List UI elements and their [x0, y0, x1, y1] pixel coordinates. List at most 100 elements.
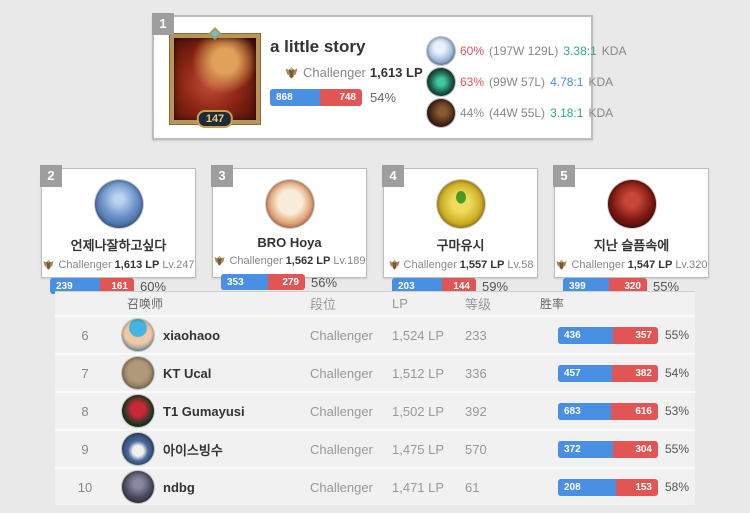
- winloss-bar: 436 357 55%: [540, 326, 695, 344]
- header-winrate: 胜率: [540, 297, 565, 311]
- lp-value: 1,547 LP: [627, 258, 673, 271]
- losses-bar: 616: [635, 405, 652, 417]
- winloss-bar: 203 144 59%: [392, 278, 529, 294]
- tier-label: Challenger: [58, 258, 112, 271]
- champion-1-icon: [427, 37, 455, 65]
- table-row[interactable]: 10 ndbg Challenger 1,471 LP 61 208 153 5…: [55, 467, 695, 505]
- player-name[interactable]: KT Ucal: [163, 365, 212, 381]
- header-tier: 段位: [310, 297, 337, 312]
- challenger-crest-icon: [43, 259, 55, 270]
- player-avatar[interactable]: [122, 433, 154, 465]
- player-avatar[interactable]: [607, 180, 656, 228]
- challenger-crest-icon: [285, 67, 298, 79]
- champion-stat-row[interactable]: 63% (99W 57L) 4.78:1 KDA: [427, 68, 626, 96]
- tier-label: Challenger: [229, 254, 283, 267]
- losses-bar: 279: [282, 276, 299, 288]
- level-value: Lv.58: [507, 258, 534, 271]
- player-name[interactable]: 구마유시: [436, 238, 485, 253]
- winrate-value: 54%: [665, 366, 690, 380]
- wins-bar: 868: [270, 89, 320, 106]
- leaderboard-table: 召唤师 段位 LP 等级 胜率 6 xiaohaoo Challenger 1,…: [55, 291, 695, 505]
- player-name[interactable]: T1 Gumayusi: [163, 403, 245, 419]
- table-row[interactable]: 8 T1 Gumayusi Challenger 1,502 LP 392 68…: [55, 391, 695, 429]
- player-name[interactable]: 언제나잘하고싶다: [70, 238, 167, 253]
- player-name[interactable]: ndbg: [163, 479, 195, 495]
- kda-label: KDA: [588, 106, 614, 120]
- rank-cell: 9: [81, 441, 89, 457]
- rank2-player-card[interactable]: 2 언제나잘하고싶다 Challenger 1,613 LP Lv.247 23…: [40, 165, 196, 294]
- tier-label: Challenger: [571, 258, 625, 271]
- winrate-value: 54%: [370, 90, 397, 105]
- challenger-crest-icon: [388, 259, 400, 270]
- winloss-bar: 208 153 58%: [540, 478, 695, 496]
- lp-value: 1,613 LP: [114, 258, 160, 271]
- player-avatar[interactable]: [436, 180, 485, 228]
- level-cell: 570: [465, 441, 487, 457]
- champion-record: (99W 57L): [489, 75, 546, 89]
- rank5-player-card[interactable]: 5 지난 슬픔속에 Challenger 1,547 LP Lv.320 399…: [553, 165, 709, 294]
- level-cell: 233: [465, 327, 487, 343]
- tier-cell: Challenger: [310, 327, 373, 343]
- table-row[interactable]: 6 xiaohaoo Challenger 1,524 LP 233 436 3…: [55, 315, 695, 353]
- champion-kda: 3.18:1: [550, 106, 584, 120]
- player-avatar[interactable]: [122, 471, 154, 503]
- summoner-level-badge: 147: [196, 110, 234, 128]
- player-avatar[interactable]: [122, 357, 154, 389]
- lp-cell: 1,475 LP: [392, 441, 445, 457]
- winloss-bar: 239 161 60%: [50, 278, 187, 294]
- rank1-player-card[interactable]: 1 147 a little story Challenger 1,613 LP…: [152, 13, 626, 140]
- lp-cell: 1,502 LP: [392, 403, 445, 419]
- wins-bar: 239: [50, 278, 101, 294]
- rank4-player-card[interactable]: 4 구마유시 Challenger 1,557 LP Lv.58 203 144…: [382, 165, 538, 294]
- tier-cell: Challenger: [310, 479, 373, 495]
- rank-badge: 3: [211, 165, 233, 187]
- level-cell: 336: [465, 365, 487, 381]
- champion-winrate: 60%: [460, 44, 485, 58]
- rank-badge: 4: [382, 165, 404, 187]
- player-avatar[interactable]: [265, 180, 314, 228]
- rank-cell: 7: [81, 365, 89, 381]
- table-row[interactable]: 9 아이스빙수 Challenger 1,475 LP 570 372 304 …: [55, 429, 695, 467]
- table-header: 召唤师 段位 LP 等级 胜率: [55, 291, 695, 315]
- player-avatar[interactable]: [94, 180, 143, 228]
- winrate-value: 60%: [140, 278, 167, 294]
- losses-bar: 748: [339, 92, 356, 103]
- champion-winrate: 44%: [460, 106, 485, 120]
- wins-bar: 203: [392, 278, 442, 294]
- losses-bar: 382: [635, 367, 652, 379]
- level-cell: 392: [465, 403, 487, 419]
- losses-bar: 304: [635, 443, 652, 455]
- lp-cell: 1,512 LP: [392, 365, 445, 381]
- player-name[interactable]: xiaohaoo: [163, 327, 221, 343]
- player-name[interactable]: 지난 슬픔속에: [593, 238, 670, 253]
- level-value: Lv.247: [162, 258, 195, 271]
- kda-label: KDA: [588, 75, 614, 89]
- wins-bar: 436: [558, 326, 613, 344]
- player-name[interactable]: 아이스빙수: [163, 442, 223, 458]
- lp-value: 1,557 LP: [459, 258, 505, 271]
- table-row[interactable]: 7 KT Ucal Challenger 1,512 LP 336 457 38…: [55, 353, 695, 391]
- player-name[interactable]: BRO Hoya: [257, 235, 322, 250]
- rank3-player-card[interactable]: 3 BRO Hoya Challenger 1,562 LP Lv.189 35…: [211, 165, 367, 290]
- rank1-avatar[interactable]: 147: [170, 27, 260, 128]
- winrate-value: 53%: [665, 404, 690, 418]
- header-lp: LP: [392, 296, 408, 311]
- tier-cell: Challenger: [310, 403, 373, 419]
- header-summoner: 召唤师: [127, 297, 164, 311]
- rank-cell: 6: [81, 327, 89, 343]
- losses-bar: 144: [453, 280, 470, 292]
- champion-stat-row[interactable]: 44% (44W 55L) 3.18:1 KDA: [427, 99, 626, 127]
- wins-bar: 457: [558, 364, 612, 382]
- wins-bar: 353: [221, 274, 269, 290]
- level-cell: 61: [465, 479, 480, 495]
- challenger-crest-icon: [556, 259, 568, 270]
- frame-gem-icon: [208, 27, 222, 40]
- top-champions-list: 60% (197W 129L) 3.38:1 KDA 63% (99W 57L)…: [427, 37, 626, 130]
- player-avatar[interactable]: [122, 395, 154, 427]
- winrate-value: 55%: [665, 328, 690, 342]
- champion-stat-row[interactable]: 60% (197W 129L) 3.38:1 KDA: [427, 37, 626, 65]
- player-avatar[interactable]: [122, 319, 154, 351]
- lp-value: 1,613 LP: [369, 65, 423, 80]
- level-value: Lv.189: [333, 254, 366, 267]
- player-name[interactable]: a little story: [270, 37, 366, 56]
